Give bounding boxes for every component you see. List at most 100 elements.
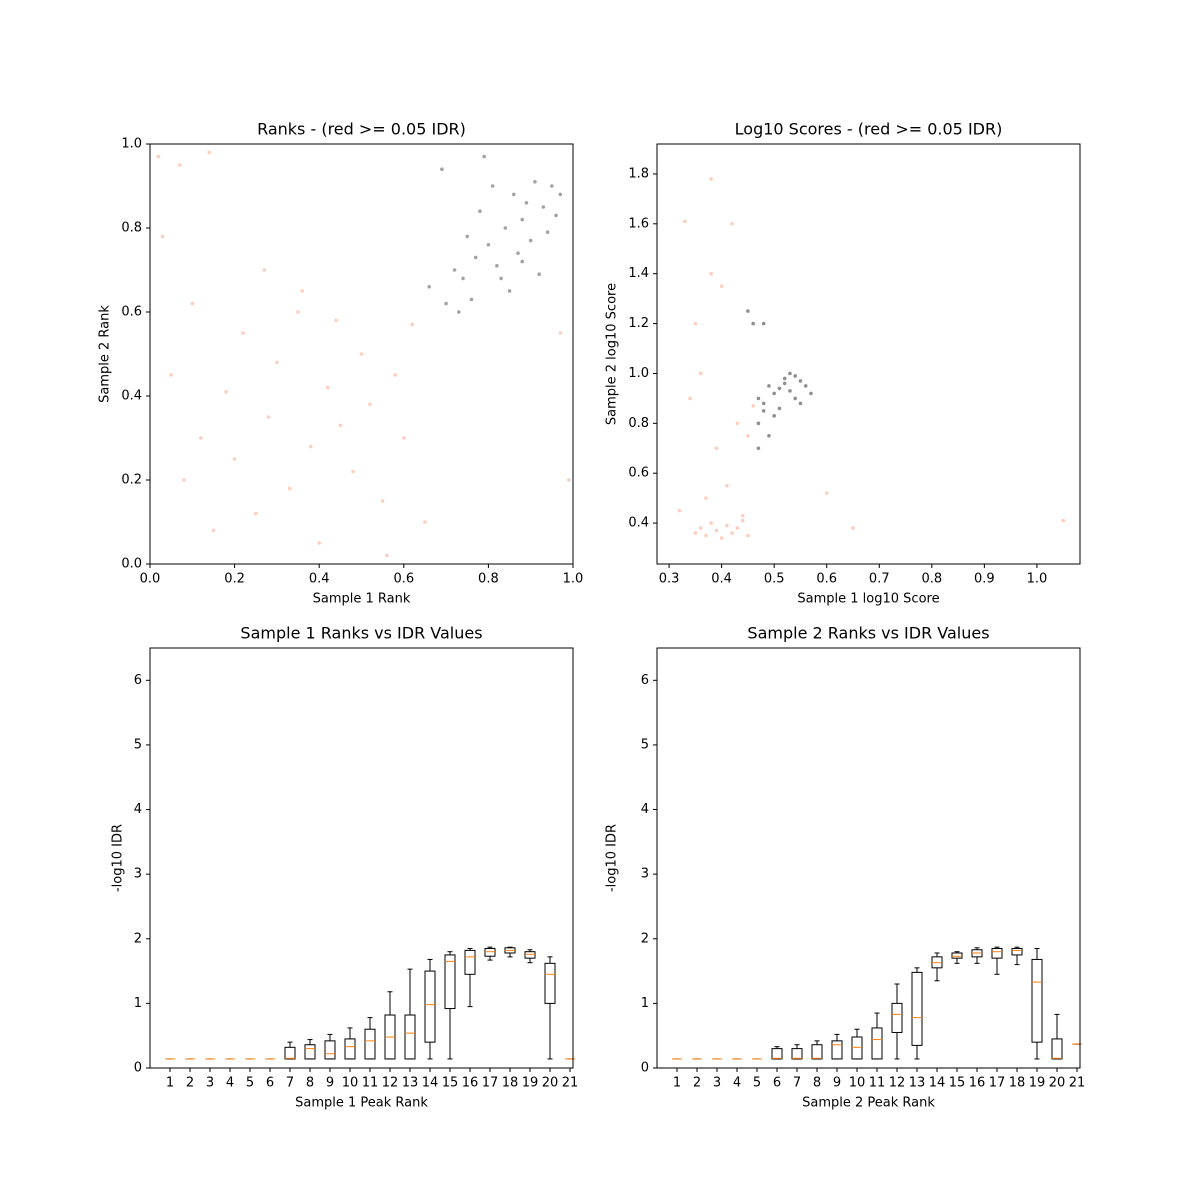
point — [761, 401, 766, 406]
point — [224, 390, 228, 394]
box — [484, 947, 496, 957]
y-tick-label: 3 — [641, 867, 649, 882]
point — [777, 406, 782, 411]
x-axis-label: Sample 1 log10 Score — [797, 592, 939, 607]
point — [735, 421, 740, 426]
box — [464, 949, 476, 975]
point — [740, 518, 745, 523]
point — [520, 217, 525, 222]
point — [693, 531, 698, 535]
y-tick-label: 5 — [641, 737, 649, 752]
y-tick-label: 6 — [641, 673, 649, 688]
point — [803, 384, 808, 388]
x-tick-label: 16 — [462, 1076, 479, 1091]
y-tick-label: 0 — [641, 1061, 649, 1076]
point — [368, 402, 372, 407]
point — [198, 436, 203, 440]
box — [284, 1046, 296, 1060]
box — [424, 970, 436, 1043]
point — [767, 384, 771, 388]
point — [772, 414, 776, 418]
y-tick-label: 0.8 — [628, 416, 649, 431]
point — [683, 219, 687, 224]
point — [756, 446, 761, 451]
point — [550, 184, 554, 188]
x-tick-label: 8 — [813, 1076, 821, 1091]
point — [761, 409, 766, 413]
point — [1061, 518, 1065, 523]
x-tick-label: 1.0 — [563, 572, 584, 587]
x-tick-label: 10 — [342, 1076, 359, 1091]
point — [824, 491, 829, 495]
x-tick-label: 2 — [693, 1076, 701, 1091]
point — [793, 374, 797, 378]
box — [771, 1048, 783, 1060]
box — [951, 952, 963, 959]
box — [404, 1014, 416, 1060]
x-tick-label: 12 — [382, 1076, 399, 1091]
x-axis-label: Sample 2 Peak Rank — [802, 1096, 935, 1111]
point — [511, 192, 516, 197]
y-axis-label: Sample 2 log10 Score — [605, 283, 620, 425]
y-tick-label: 0.6 — [121, 305, 142, 320]
box — [1051, 1038, 1063, 1060]
point — [719, 536, 724, 540]
subplot-title: Ranks - (red >= 0.05 IDR) — [257, 120, 466, 139]
point — [730, 222, 734, 226]
box — [891, 1002, 903, 1033]
point — [169, 373, 173, 377]
y-tick-label: 6 — [134, 673, 142, 688]
box — [1031, 958, 1043, 1043]
point — [461, 276, 465, 281]
point — [160, 234, 165, 239]
x-tick-label: 14 — [929, 1076, 946, 1091]
y-tick-label: 1.0 — [121, 137, 142, 152]
point — [566, 478, 571, 482]
x-tick-label: 0.4 — [309, 572, 330, 587]
x-tick-label: 3 — [206, 1076, 214, 1091]
point — [262, 268, 267, 272]
point — [296, 310, 300, 314]
x-tick-label: 0.4 — [711, 572, 732, 587]
point — [709, 177, 713, 181]
point — [359, 352, 364, 356]
point — [351, 469, 355, 474]
point — [798, 379, 803, 383]
point — [253, 511, 258, 516]
point — [266, 415, 271, 419]
plot-frame — [149, 143, 574, 565]
point — [793, 396, 797, 401]
point — [520, 259, 525, 264]
point — [380, 499, 385, 503]
y-tick-label: 0 — [134, 1061, 142, 1076]
point — [756, 396, 761, 401]
x-tick-label: 13 — [402, 1076, 419, 1091]
point — [177, 163, 182, 167]
x-tick-label: 21 — [1069, 1076, 1086, 1091]
x-tick-label: 18 — [1009, 1076, 1026, 1091]
point — [725, 483, 729, 488]
point — [402, 436, 406, 440]
point — [469, 297, 474, 302]
x-tick-label: 13 — [909, 1076, 926, 1091]
subplot-title: Sample 1 Ranks vs IDR Values — [240, 624, 482, 643]
y-tick-label: 1 — [134, 996, 142, 1011]
point — [688, 396, 692, 401]
box — [1011, 947, 1023, 956]
point — [385, 553, 389, 558]
box — [304, 1044, 316, 1060]
point — [709, 521, 713, 525]
point — [334, 318, 338, 323]
x-tick-label: 0.5 — [764, 572, 785, 587]
box — [444, 954, 456, 1010]
x-tick-label: 6 — [773, 1076, 781, 1091]
x-tick-label: 1 — [166, 1076, 174, 1091]
y-tick-label: 4 — [641, 802, 649, 817]
x-tick-label: 21 — [562, 1076, 579, 1091]
box — [791, 1048, 803, 1060]
x-tick-label: 0.9 — [974, 572, 995, 587]
y-tick-label: 2 — [641, 931, 649, 946]
x-tick-label: 17 — [989, 1076, 1006, 1091]
point — [156, 154, 161, 159]
box — [524, 951, 536, 959]
